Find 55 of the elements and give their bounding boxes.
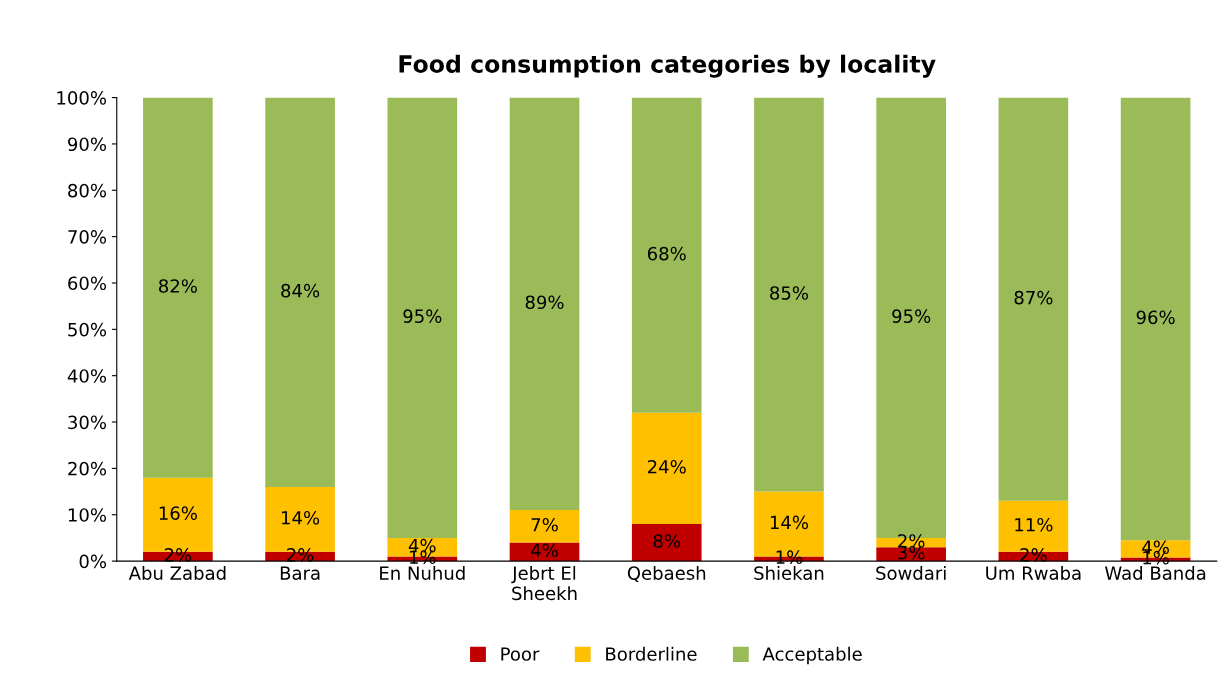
y-tick-label: 80% — [68, 183, 107, 198]
bar — [143, 97, 213, 478]
y-tick-label: 60% — [68, 276, 107, 291]
x-tick-label: Um Rwaba — [986, 565, 1081, 580]
y-tick-label: 70% — [68, 230, 107, 244]
data-label: 87% — [1014, 290, 1053, 305]
y-tick-label: 0% — [79, 554, 107, 569]
bar — [265, 97, 335, 487]
data-label: 11% — [1015, 517, 1053, 532]
x-tick-label: Wad Banda — [1105, 565, 1206, 580]
data-label: 68% — [647, 246, 686, 261]
data-label: 96% — [1136, 310, 1175, 325]
data-label: 82% — [159, 279, 197, 293]
bar — [509, 510, 580, 543]
bar — [998, 97, 1069, 501]
x-tick-label: Bara — [280, 566, 320, 580]
data-label: 95% — [892, 309, 931, 323]
data-label: 14% — [282, 510, 320, 525]
bar — [1120, 97, 1191, 541]
data-label: 2% — [164, 548, 192, 562]
data-label: 2% — [1020, 548, 1047, 562]
chart-title: Food consumption categories by locality — [399, 54, 936, 78]
bar — [631, 97, 702, 413]
y-tick-label: 100% — [57, 91, 107, 105]
y-tick-label: 30% — [68, 415, 107, 430]
x-tick-label: Sowdari — [876, 565, 946, 580]
data-label: 24% — [647, 459, 686, 474]
bar — [387, 97, 458, 538]
y-tick-label: 40% — [67, 369, 107, 383]
data-label: 14% — [770, 515, 809, 530]
legend-label: Poor — [501, 647, 540, 661]
data-label: 84% — [281, 283, 320, 298]
y-tick-label: 10% — [68, 508, 107, 522]
data-label: 95% — [403, 309, 442, 323]
x-tick-label: Qebaesh — [627, 565, 706, 582]
data-label: 4% — [531, 543, 558, 558]
data-label: 2% — [287, 548, 314, 562]
bar — [631, 524, 702, 562]
x-tick-label: Abu Zabad — [128, 565, 226, 580]
bar — [754, 97, 824, 492]
bar — [509, 97, 580, 511]
legend-label: Borderline — [606, 646, 697, 661]
y-tick-label: 90% — [68, 137, 107, 152]
x-tick-label: Shiekan — [754, 565, 824, 580]
x-tick-label: Jebrt El Sheekh — [511, 565, 577, 601]
legend-label: Acceptable — [762, 646, 862, 665]
data-label: 8% — [653, 534, 681, 548]
data-label: 16% — [159, 506, 197, 520]
data-label: 85% — [770, 286, 809, 300]
bar — [631, 412, 702, 524]
x-tick-label: En Nuhud — [380, 565, 465, 580]
data-label: 89% — [525, 295, 564, 310]
data-label: 7% — [531, 517, 558, 532]
y-tick-label: 50% — [68, 322, 107, 337]
y-tick-label: 20% — [68, 461, 107, 476]
